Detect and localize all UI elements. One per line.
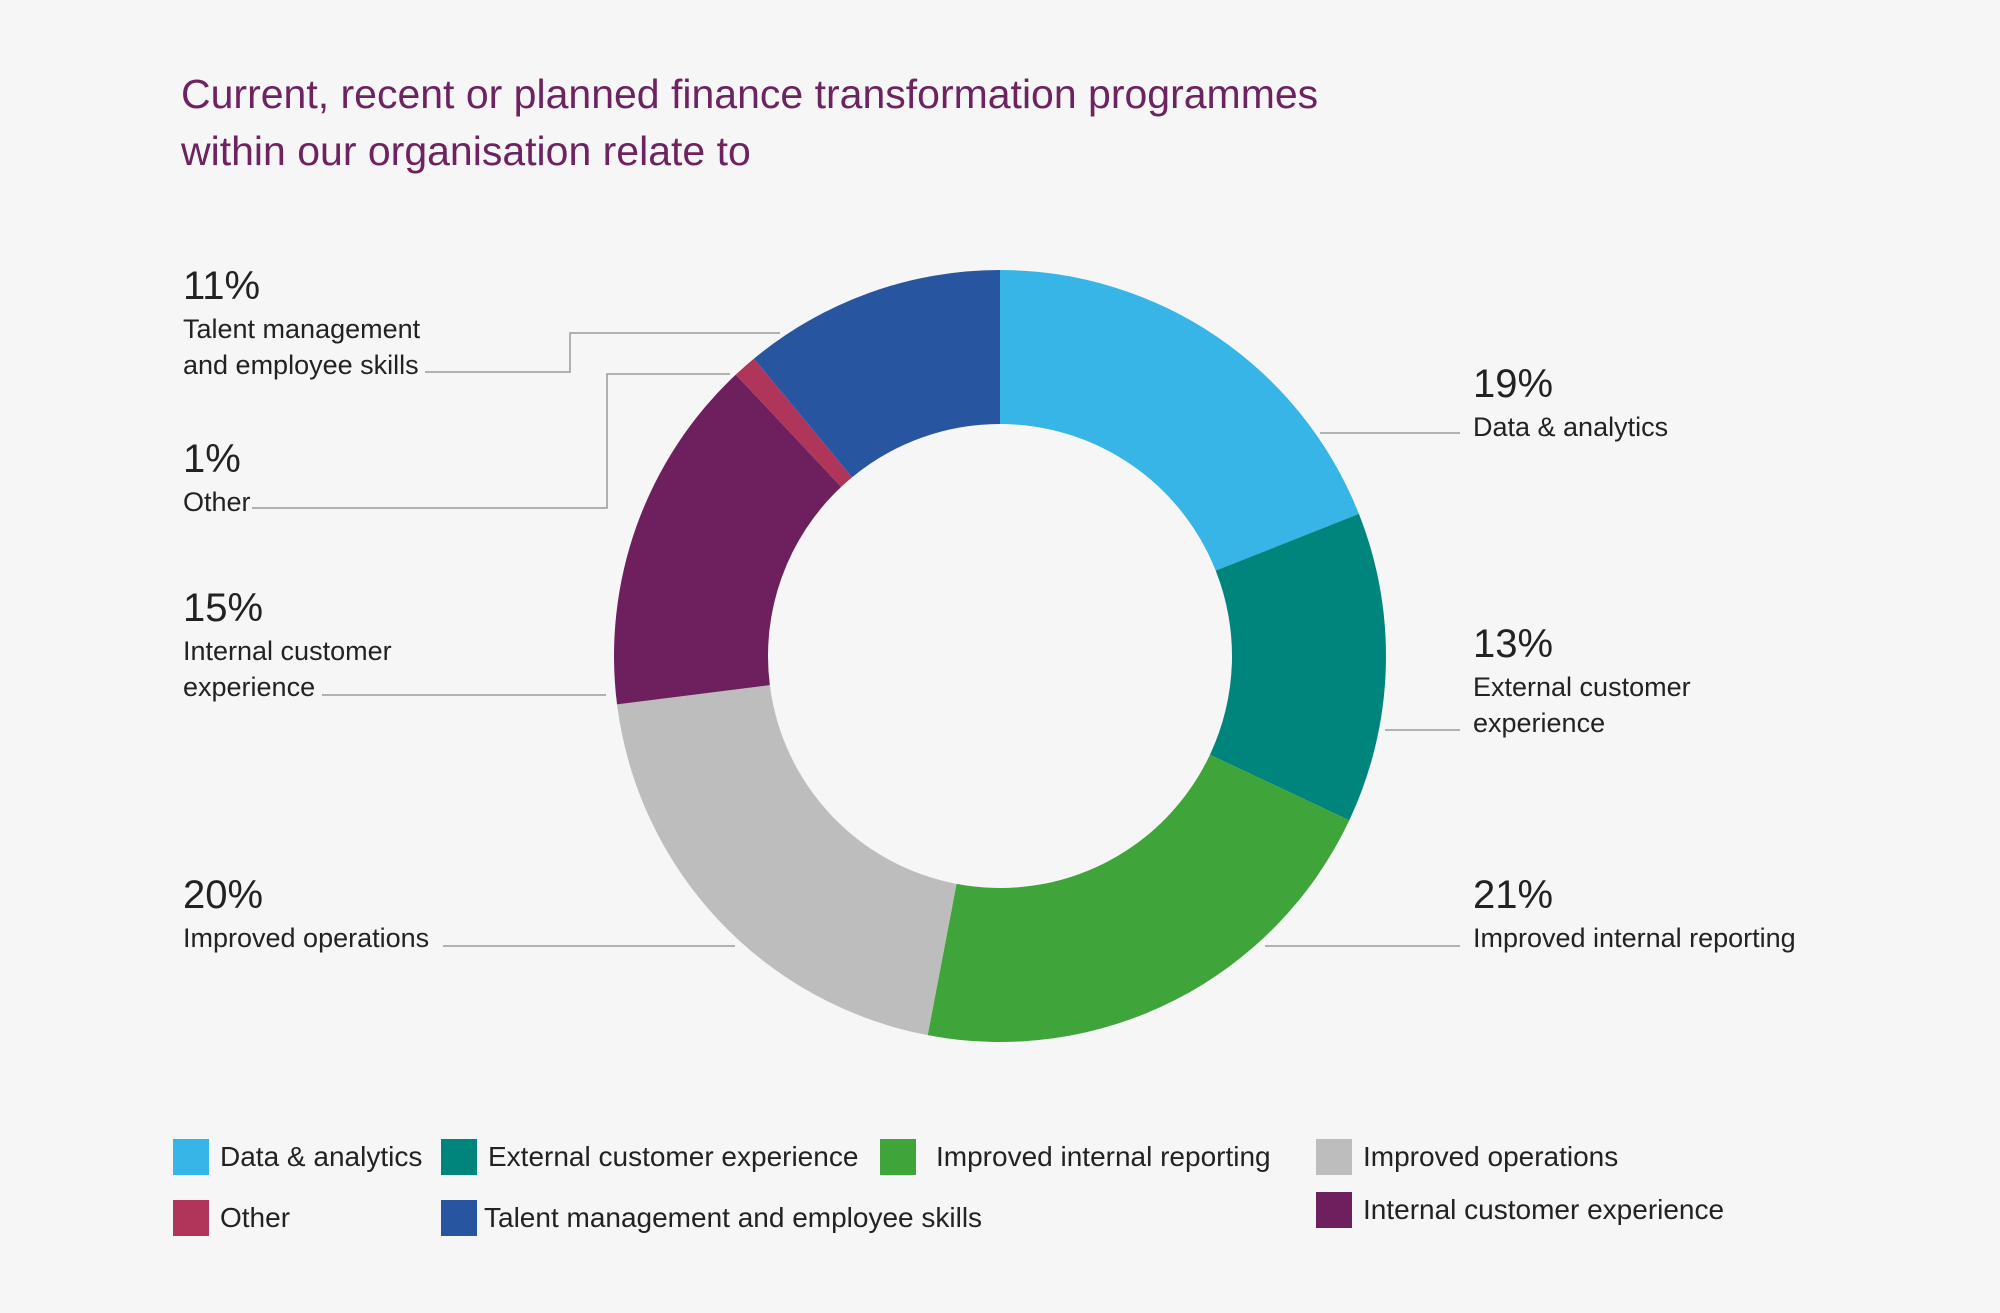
callout-improved-internal-reporting: 21% Improved internal reporting	[1473, 873, 1796, 956]
donut-slice-internal-customer-experience	[614, 374, 842, 705]
chart-title-line-2: within our organisation relate to	[181, 128, 751, 174]
callout-label: Data & analytics	[1473, 409, 1668, 445]
legend-label: External customer experience	[488, 1141, 859, 1172]
legend-label: Talent management and employee skills	[484, 1202, 983, 1233]
callout-pct: 13%	[1473, 622, 1554, 666]
callout-pct: 15%	[183, 586, 264, 630]
leader-line-slice-talent-management	[425, 332, 780, 373]
donut-slice-data-analytics	[1000, 270, 1359, 571]
callout-label-line: Improved operations	[183, 923, 430, 953]
callout-label-line: External customer	[1473, 672, 1691, 702]
callout-label-line: experience	[1473, 708, 1606, 738]
callout-label-line: Other	[183, 487, 251, 517]
callout-label: External customer experience	[1473, 669, 1691, 741]
donut-slice-talent-management-and-employee-skills	[753, 270, 1000, 478]
callout-label: Other	[183, 484, 251, 520]
donut-slice-improved-operations	[617, 685, 957, 1036]
callout-internal-customer-experience: 15% Internal customer experience	[183, 586, 392, 705]
callout-label: Improved operations	[183, 920, 429, 956]
callout-label-line: Internal customer	[183, 636, 392, 666]
callout-label-line: Improved internal reporting	[1473, 923, 1796, 953]
legend-swatch	[1316, 1192, 1352, 1228]
legend-label: Internal customer experience	[1363, 1194, 1725, 1225]
chart-title-line-1: Current, recent or planned finance trans…	[181, 71, 1319, 117]
callout-label: Improved internal reporting	[1473, 920, 1796, 956]
leader-line-slice-other	[252, 373, 730, 509]
legend-swatch	[1316, 1139, 1352, 1175]
donut-slice-other	[735, 358, 853, 487]
callout-pct: 1%	[183, 437, 241, 481]
donut-slice-improved-internal-reporting	[927, 754, 1350, 1042]
donut-slices	[614, 270, 1386, 1042]
callout-label: Talent management and employee skills	[183, 311, 420, 383]
callout-external-customer-experience: 13% External customer experience	[1473, 622, 1691, 741]
legend-swatch	[441, 1200, 477, 1236]
legend-label: Improved operations	[1363, 1141, 1619, 1172]
leader-lines	[252, 332, 1460, 947]
legend-swatch	[441, 1139, 477, 1175]
donut-slice-external-customer-experience	[1209, 513, 1386, 821]
legend-label: Data & analytics	[220, 1141, 423, 1172]
callout-data-analytics: 19% Data & analytics	[1473, 362, 1668, 445]
callout-other: 1% Other	[183, 437, 251, 520]
callout-pct: 11%	[183, 264, 261, 308]
callout-label-line: Talent management	[183, 314, 421, 344]
legend-swatch	[173, 1139, 209, 1175]
callout-pct: 20%	[183, 873, 264, 917]
callout-improved-operations: 20% Improved operations	[183, 873, 429, 956]
chart-title: Current, recent or planned finance trans…	[181, 66, 1581, 180]
callout-label-line: and employee skills	[183, 350, 419, 380]
legend-label: Improved internal reporting	[936, 1141, 1271, 1172]
callout-label: Internal customer experience	[183, 633, 392, 705]
callout-talent-management: 11% Talent management and employee skill…	[183, 264, 420, 383]
callout-label-line: Data & analytics	[1473, 412, 1669, 442]
legend-swatch	[173, 1200, 209, 1236]
legend-label: Other	[220, 1202, 291, 1233]
legend-swatch	[880, 1139, 916, 1175]
callout-pct: 21%	[1473, 873, 1554, 917]
callout-pct: 19%	[1473, 362, 1554, 406]
callout-label-line: experience	[183, 672, 316, 702]
